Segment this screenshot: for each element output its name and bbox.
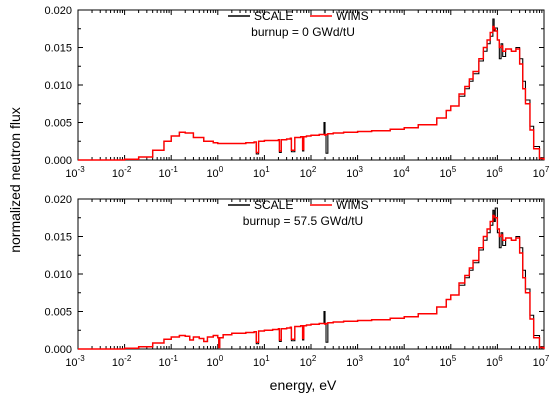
x-tick-label-exponent: 5 — [452, 165, 457, 174]
series-line-scale — [78, 18, 545, 161]
x-tick-label: 107 — [533, 354, 550, 369]
x-tick-label-base: 10 — [159, 357, 171, 369]
x-tick-label-base: 10 — [253, 168, 265, 180]
x-tick-label-base: 10 — [206, 168, 218, 180]
x-tick-label-base: 10 — [300, 168, 312, 180]
x-tick-label-exponent: -1 — [171, 165, 179, 174]
x-tick-label-exponent: 7 — [545, 354, 550, 363]
y-tick-label: 0.000 — [44, 344, 72, 356]
x-tick-label: 100 — [206, 165, 223, 180]
burnup-annotation: burnup = 57.5 GWd/tU — [243, 214, 363, 228]
x-tick-label: 103 — [346, 354, 363, 369]
x-tick-label-base: 10 — [439, 357, 451, 369]
x-tick-label-exponent: -2 — [124, 354, 132, 363]
x-tick-label-base: 10 — [346, 357, 358, 369]
x-tick-label: 107 — [533, 165, 550, 180]
x-tick-label-base: 10 — [486, 168, 498, 180]
legend-label-wims: WIMS — [336, 198, 369, 212]
burnup-annotation: burnup = 0 GWd/tU — [251, 25, 355, 39]
y-tick-label: 0.015 — [44, 232, 72, 244]
x-tick-label-base: 10 — [486, 357, 498, 369]
x-tick-label: 106 — [486, 354, 503, 369]
series-line-scale — [78, 207, 545, 350]
x-tick-label: 101 — [253, 354, 270, 369]
y-tick-label: 0.000 — [44, 155, 72, 167]
x-tick-label-exponent: 2 — [312, 354, 317, 363]
x-tick-label-exponent: 2 — [312, 165, 317, 174]
y-tick-label: 0.015 — [44, 43, 72, 55]
x-tick-label-base: 10 — [393, 168, 405, 180]
x-tick-label: 10-2 — [112, 354, 132, 369]
x-tick-label-base: 10 — [112, 168, 124, 180]
x-tick-label-exponent: 7 — [545, 165, 550, 174]
series-line-wims — [78, 25, 545, 161]
x-tick-label-exponent: -3 — [78, 165, 86, 174]
x-tick-label-base: 10 — [159, 168, 171, 180]
x-tick-label: 104 — [393, 354, 410, 369]
x-tick-label-exponent: 6 — [498, 354, 503, 363]
x-tick-label: 10-3 — [65, 165, 85, 180]
x-tick-label-base: 10 — [439, 168, 451, 180]
x-tick-label-base: 10 — [533, 168, 545, 180]
y-tick-label: 0.020 — [44, 194, 72, 206]
x-tick-label: 105 — [439, 165, 456, 180]
x-tick-label-exponent: 1 — [265, 165, 270, 174]
x-tick-label: 102 — [300, 354, 317, 369]
x-tick-label-exponent: -1 — [171, 354, 179, 363]
x-tick-label: 100 — [206, 354, 223, 369]
y-tick-label: 0.010 — [44, 80, 72, 92]
x-tick-label: 10-2 — [112, 165, 132, 180]
chart-panels: 10-3 10-2 10-1 100 101 102 103 104 105 106 1070.00… — [44, 5, 549, 369]
x-tick-label-exponent: 0 — [219, 165, 224, 174]
x-axis-title: energy, eV — [270, 377, 337, 393]
x-tick-label-exponent: 3 — [358, 354, 363, 363]
legend-label-scale: SCALE — [254, 198, 293, 212]
x-tick-label-exponent: 3 — [358, 165, 363, 174]
x-tick-label: 10-1 — [159, 354, 179, 369]
x-tick-label-exponent: -3 — [78, 354, 86, 363]
chart-panel-2: 10-3 10-2 10-1 100 101 102 103 104 105 106 1070.00… — [44, 194, 549, 369]
y-tick-label: 0.005 — [44, 118, 72, 130]
x-tick-label-base: 10 — [253, 357, 265, 369]
x-tick-label-exponent: 1 — [265, 354, 270, 363]
legend-label-wims: WIMS — [336, 9, 369, 23]
x-tick-label-exponent: 5 — [452, 354, 457, 363]
y-tick-label: 0.020 — [44, 5, 72, 17]
x-tick-label: 105 — [439, 354, 456, 369]
x-tick-label: 10-1 — [159, 165, 179, 180]
x-tick-label-exponent: 0 — [219, 354, 224, 363]
x-tick-label: 101 — [253, 165, 270, 180]
x-tick-label-base: 10 — [346, 168, 358, 180]
y-tick-label: 0.010 — [44, 269, 72, 281]
x-tick-label-base: 10 — [112, 357, 124, 369]
x-tick-label-exponent: 6 — [498, 165, 503, 174]
x-tick-label-base: 10 — [65, 168, 77, 180]
x-tick-label-base: 10 — [206, 357, 218, 369]
x-tick-label: 104 — [393, 165, 410, 180]
y-axis-title: normalized neutron flux — [7, 107, 23, 253]
x-tick-label-base: 10 — [393, 357, 405, 369]
x-tick-label-exponent: -2 — [124, 165, 132, 174]
y-tick-label: 0.005 — [44, 307, 72, 319]
x-tick-label-base: 10 — [533, 357, 545, 369]
x-tick-label: 103 — [346, 165, 363, 180]
x-tick-label: 10-3 — [65, 354, 85, 369]
x-tick-label-exponent: 4 — [405, 354, 410, 363]
x-tick-label-base: 10 — [300, 357, 312, 369]
series-line-wims — [78, 214, 545, 350]
legend-label-scale: SCALE — [254, 9, 293, 23]
x-tick-label: 106 — [486, 165, 503, 180]
x-tick-label-base: 10 — [65, 357, 77, 369]
x-tick-label-exponent: 4 — [405, 165, 410, 174]
chart-panel-1: 10-3 10-2 10-1 100 101 102 103 104 105 106 1070.00… — [44, 5, 549, 180]
x-tick-label: 102 — [300, 165, 317, 180]
